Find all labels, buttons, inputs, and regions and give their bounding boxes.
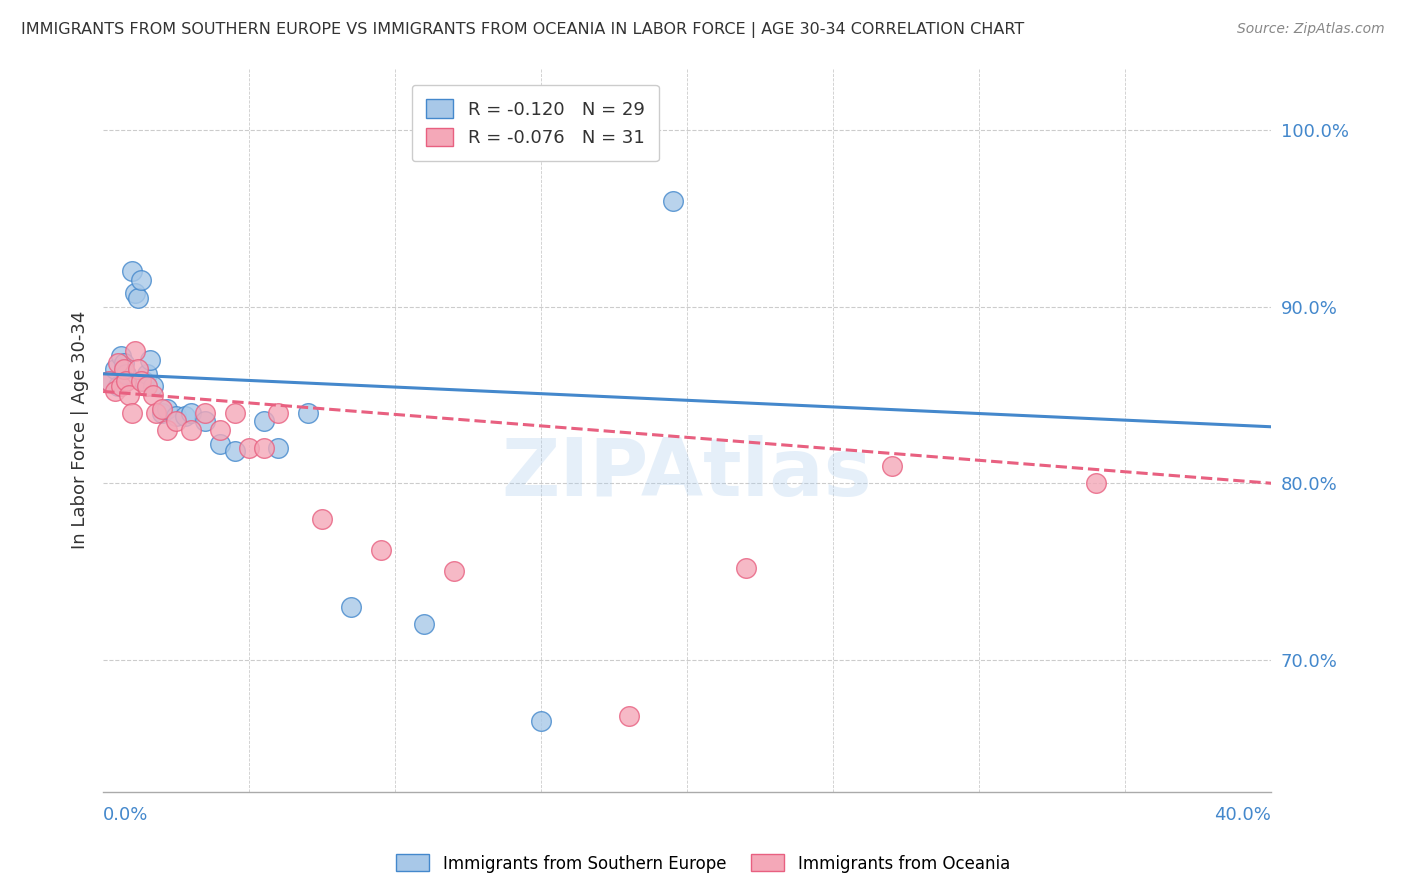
Point (165, 409, 187, 424)
Point (224, 406, 246, 420)
Point (121, 264, 143, 278)
Text: Source: ZipAtlas.com: Source: ZipAtlas.com (1237, 22, 1385, 37)
Text: IMMIGRANTS FROM SOUTHERN EUROPE VS IMMIGRANTS FROM OCEANIA IN LABOR FORCE | AGE : IMMIGRANTS FROM SOUTHERN EUROPE VS IMMIG… (21, 22, 1025, 38)
Point (132, 374, 155, 388)
Point (253, 415, 276, 429)
Point (253, 441, 276, 455)
Point (118, 388, 141, 402)
Point (194, 406, 217, 420)
Point (112, 356, 135, 370)
Point (267, 441, 290, 455)
Point (104, 384, 127, 399)
Point (180, 423, 202, 437)
Legend: Immigrants from Southern Europe, Immigrants from Oceania: Immigrants from Southern Europe, Immigra… (389, 847, 1017, 880)
Point (107, 356, 129, 370)
Point (165, 415, 187, 429)
Point (121, 406, 143, 420)
Point (194, 415, 217, 429)
Point (443, 565, 465, 579)
Point (530, 714, 553, 729)
Point (115, 367, 138, 381)
Point (112, 361, 135, 376)
Point (127, 291, 149, 305)
Point (150, 406, 173, 420)
Y-axis label: In Labor Force | Age 30-34: In Labor Force | Age 30-34 (72, 311, 89, 549)
Point (413, 617, 436, 632)
Point (124, 285, 146, 300)
Point (107, 379, 129, 393)
Point (110, 379, 132, 393)
Point (180, 406, 202, 420)
Point (98, 374, 121, 388)
Point (139, 352, 162, 367)
Point (238, 441, 260, 455)
Point (311, 511, 333, 525)
Point (661, 194, 683, 208)
Point (145, 406, 167, 420)
Point (136, 367, 159, 381)
Point (208, 423, 231, 437)
Point (156, 402, 179, 417)
Point (224, 444, 246, 458)
Point (129, 374, 152, 388)
Point (150, 402, 173, 417)
Point (880, 458, 903, 473)
Text: ZIPAtlas: ZIPAtlas (502, 434, 873, 513)
Point (734, 561, 756, 575)
Point (617, 709, 640, 723)
Point (267, 406, 290, 420)
Text: 0.0%: 0.0% (103, 806, 149, 824)
Point (208, 437, 231, 451)
Legend: R = -0.120   N = 29, R = -0.076   N = 31: R = -0.120 N = 29, R = -0.076 N = 31 (412, 85, 659, 161)
Point (129, 273, 152, 287)
Text: 40.0%: 40.0% (1215, 806, 1271, 824)
Point (156, 423, 179, 437)
Point (142, 379, 165, 393)
Point (142, 388, 165, 402)
Point (115, 374, 138, 388)
Point (1084, 476, 1107, 491)
Point (124, 343, 146, 358)
Point (110, 349, 132, 363)
Point (127, 361, 149, 376)
Point (370, 543, 392, 558)
Point (297, 406, 319, 420)
Point (98, 374, 121, 388)
Point (173, 409, 195, 424)
Point (104, 361, 127, 376)
Point (136, 379, 159, 393)
Point (340, 599, 363, 614)
